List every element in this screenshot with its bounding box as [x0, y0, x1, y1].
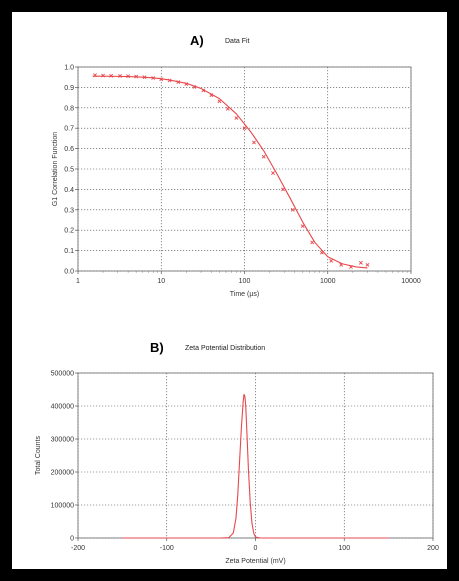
x-tick-label: 0 [254, 545, 258, 552]
data-point [252, 140, 256, 145]
series-line [122, 393, 389, 539]
data-point [281, 187, 285, 192]
x-tick-label: 1000 [320, 278, 336, 285]
chart-zeta-distribution: B) Zeta Potential Distribution -200 -100 0 10… [35, 340, 439, 565]
y-axis-label: G1 Correlation Function [52, 132, 59, 206]
x-tick-label: 100 [239, 278, 251, 285]
data-point [300, 224, 305, 229]
y-tick-label: 400000 [51, 404, 74, 411]
y-tick-label: 0.5 [64, 167, 74, 174]
y-axis-label: Total Counts [35, 436, 42, 475]
chart-title: Data Fit [225, 38, 250, 45]
x-axis-label: Zeta Potential (mV) [225, 558, 285, 565]
data-point [242, 126, 247, 131]
data-point [310, 240, 315, 245]
data-point [365, 262, 370, 267]
x-tick-label: 10000 [401, 278, 421, 285]
x-tick-label: -100 [160, 545, 174, 552]
chart-data-fit: A) Data Fit 1 10 100 1000 10000 0.0 0.1 0.2 0.3 0.4… [52, 33, 421, 298]
y-tick-label: 0.7 [64, 126, 74, 133]
x-tick-label: 200 [427, 545, 439, 552]
x-tick-label: 10 [157, 278, 165, 285]
y-tick-label: 500000 [51, 371, 74, 378]
y-tick-label: 0 [70, 536, 74, 543]
data-point [201, 88, 206, 93]
y-tick-label: 0.2 [64, 228, 74, 235]
y-tick-label: 0.1 [64, 248, 74, 255]
x-tick-label: 100 [338, 545, 350, 552]
data-point [209, 93, 214, 98]
data-point [358, 260, 363, 265]
y-tick-label: 0.9 [64, 85, 74, 92]
data-point [184, 82, 189, 87]
x-tick-label: 1 [76, 278, 80, 285]
y-tick-label: 0.3 [64, 207, 74, 214]
y-tick-label: 300000 [51, 437, 74, 444]
panel-label: A) [190, 33, 204, 48]
panel-label: B) [150, 340, 164, 355]
x-tick-label: -200 [71, 545, 85, 552]
y-tick-label: 0.8 [64, 105, 74, 112]
y-tick-label: 0.0 [64, 269, 74, 276]
data-point [234, 116, 239, 120]
data-point [261, 154, 266, 159]
data-point [329, 258, 334, 263]
data-point [271, 171, 275, 175]
chart-title: Zeta Potential Distribution [185, 345, 265, 352]
y-tick-label: 1.0 [64, 65, 74, 72]
y-tick-label: 100000 [51, 503, 74, 510]
y-tick-label: 0.4 [64, 187, 74, 194]
figure-frame: A) Data Fit 1 10 100 1000 10000 0.0 0.1 0.2 0.3 0.4… [12, 12, 447, 569]
y-tick-label: 0.6 [64, 146, 74, 153]
y-tick-label: 200000 [51, 470, 74, 477]
data-point [290, 207, 295, 212]
fit-line [92, 75, 368, 269]
x-axis-label: Time (µs) [230, 291, 259, 298]
